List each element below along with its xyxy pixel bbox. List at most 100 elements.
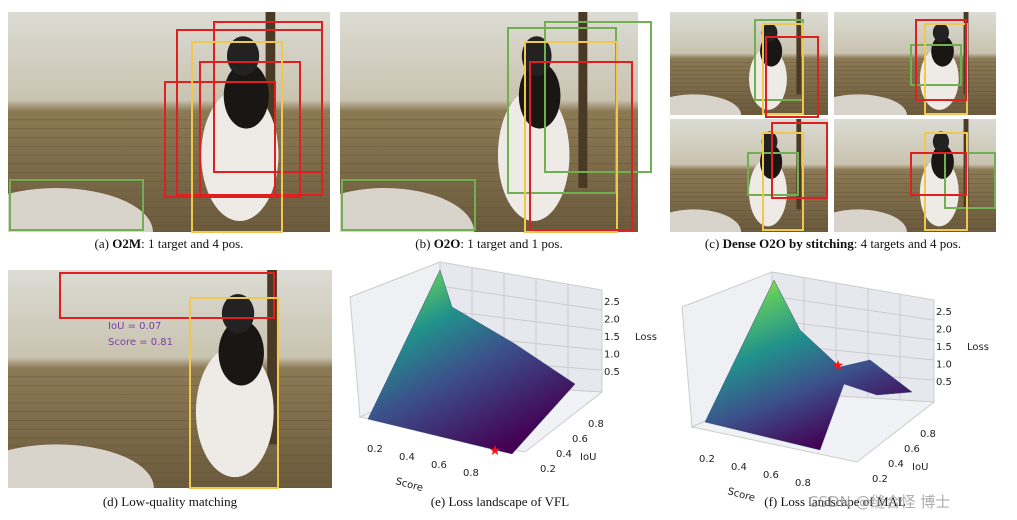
caption-text: : 1 target and 1 pos.: [460, 236, 562, 251]
watermark: CSDN @缝合怪 博士: [808, 493, 950, 511]
grid: [771, 319, 935, 341]
bed: [8, 188, 153, 232]
y-tick-label: 0.8: [920, 429, 936, 440]
x-tick-label: 0.6: [763, 470, 779, 481]
score-annotation: Score = 0.81: [108, 337, 173, 348]
caption: (a) O2M: 1 target and 4 pos.: [95, 236, 244, 251]
caption-text: Loss landscape of VFL: [448, 494, 569, 509]
caption-bold: Dense O2O by stitching: [723, 236, 855, 251]
z-tick-label: 1.5: [936, 342, 952, 353]
dog-back: [218, 320, 264, 386]
bed: [8, 444, 154, 488]
caption-label: (f): [764, 494, 777, 509]
photo: [670, 119, 828, 232]
dog-head: [932, 23, 950, 42]
y-tick-label: 0.8: [588, 419, 604, 430]
y-axis-label: IoU: [912, 462, 928, 473]
caption-bold: O2M: [112, 236, 141, 251]
x-tick-label: 0.4: [399, 452, 415, 463]
caption-bold: O2O: [434, 236, 461, 251]
z-tick-label: 2.5: [936, 307, 952, 318]
z-tick-label: 0.5: [604, 367, 620, 378]
grid: [771, 295, 935, 321]
photo: [834, 119, 996, 232]
caption: (b) O2O: 1 target and 1 pos.: [415, 236, 562, 251]
y-tick-label: 0.6: [904, 444, 920, 455]
x-tick-label: 0.8: [463, 468, 479, 479]
z-axis-label: Loss: [635, 332, 657, 343]
caption-text: Low-quality matching: [121, 494, 237, 509]
bbox: [341, 179, 476, 231]
window-frame: [265, 12, 276, 188]
bbox: [189, 297, 279, 489]
dog-head: [226, 36, 260, 76]
y-tick-label: 0.2: [872, 474, 888, 485]
caption-text: Loss landscape of MAL: [780, 494, 905, 509]
photo: [8, 12, 330, 232]
dog-head: [761, 23, 778, 42]
y-tick-label: 0.4: [888, 459, 904, 470]
bbox: [59, 272, 275, 319]
bbox: [524, 41, 618, 233]
x-tick-label: 0.2: [367, 444, 383, 455]
star: ★: [489, 444, 502, 459]
bbox: [915, 19, 967, 101]
bbox: [771, 122, 828, 199]
caption-label: (b): [415, 236, 430, 251]
x-tick-label: 0.2: [699, 454, 715, 465]
caption: (c) Dense O2O by stitching: 4 targets an…: [705, 236, 961, 251]
z-axis-label: Loss: [967, 342, 989, 353]
y-axis-label: IoU: [580, 452, 596, 463]
x-axis-label: Score: [394, 476, 424, 494]
dog-head: [221, 293, 255, 334]
bbox: [199, 61, 301, 198]
grid: [439, 285, 603, 311]
x-tick-label: 0.8: [795, 478, 811, 489]
grid: [439, 309, 603, 331]
x-tick-label: 0.6: [431, 460, 447, 471]
window-frame: [796, 12, 802, 95]
caption-text: : 4 targets and 4 pos.: [854, 236, 961, 251]
caption-label: (a): [95, 236, 109, 251]
bed: [834, 94, 907, 115]
y-tick-label: 0.6: [572, 434, 588, 445]
bbox: [762, 132, 804, 231]
caption-label: (e): [431, 494, 445, 509]
bbox: [765, 36, 819, 118]
z-tick-label: 2.0: [936, 325, 952, 336]
bed: [834, 209, 907, 232]
y-tick-label: 0.4: [556, 449, 572, 460]
bed: [340, 188, 475, 232]
surface: [367, 269, 576, 455]
dog-back: [931, 35, 954, 67]
star: ★: [832, 359, 845, 374]
y-tick-label: 0.2: [540, 464, 556, 475]
z-tick-label: 1.0: [936, 360, 952, 371]
dog-head: [761, 131, 778, 152]
window-frame: [267, 270, 277, 445]
bbox: [762, 23, 804, 115]
caption-label: (d): [103, 494, 118, 509]
x-tick-label: 0.4: [731, 462, 747, 473]
bed: [670, 94, 742, 115]
window-frame: [578, 12, 588, 188]
x-axis-label: Score: [726, 486, 756, 504]
photo: [340, 12, 638, 232]
bbox: [529, 61, 633, 231]
bbox: [910, 44, 962, 86]
bbox: [9, 179, 144, 231]
dog-head: [932, 131, 950, 152]
dog-back: [223, 62, 269, 129]
iou-annotation: IoU = 0.07: [108, 321, 161, 332]
z-tick-label: 0.5: [936, 377, 952, 388]
z-tick-label: 1.0: [604, 350, 620, 361]
bbox: [213, 21, 323, 173]
photo: [8, 270, 332, 488]
z-tick-label: 2.0: [604, 315, 620, 326]
caption: (e) Loss landscape of VFL: [431, 494, 569, 509]
caption-text: : 1 target and 4 pos.: [141, 236, 243, 251]
surface: [704, 279, 913, 451]
bbox: [544, 21, 652, 173]
z-tick-label: 2.5: [604, 297, 620, 308]
